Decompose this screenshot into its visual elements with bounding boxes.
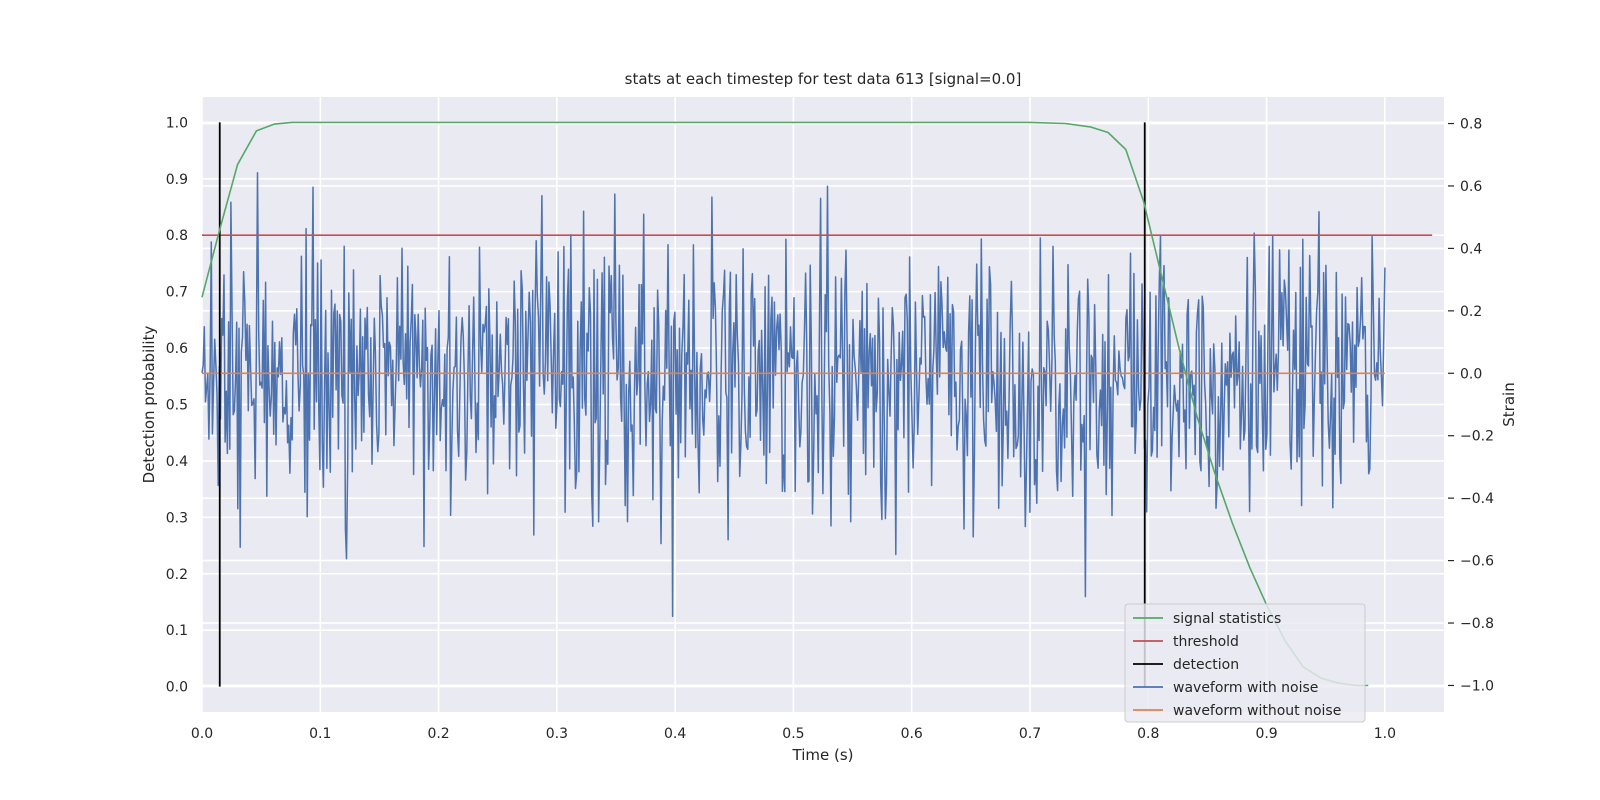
y2-tick-label: −1.0 [1460, 678, 1494, 694]
legend-label-waveform-with-noise: waveform with noise [1173, 680, 1318, 696]
x-tick-label: 0.1 [309, 726, 331, 742]
y-tick-label: 0.6 [166, 341, 188, 357]
y-tick-label: 1.0 [166, 115, 188, 131]
x-tick-label: 0.0 [191, 726, 213, 742]
y2-tick-label: 0.4 [1460, 241, 1482, 257]
x-axis: 0.0 0.1 0.2 0.3 0.4 0.5 0.6 0.7 0.8 0.9 1.0 [191, 726, 1396, 742]
y2-tick-label: 0.6 [1460, 179, 1482, 195]
chart-title: stats at each timestep for test data 613… [625, 70, 1022, 88]
legend-label-waveform-without-noise: waveform without noise [1173, 703, 1341, 719]
x-tick-label: 1.0 [1374, 726, 1396, 742]
x-tick-label: 0.9 [1255, 726, 1277, 742]
x-tick-label: 0.3 [546, 726, 568, 742]
x-tick-label: 0.2 [427, 726, 449, 742]
y-tick-label: 0.4 [166, 454, 188, 470]
y-tick-label: 0.3 [166, 510, 188, 526]
x-tick-label: 0.8 [1137, 726, 1159, 742]
x-tick-label: 0.5 [782, 726, 804, 742]
y2-tick-label: −0.6 [1460, 554, 1494, 570]
x-tick-label: 0.7 [1019, 726, 1041, 742]
legend-label-detection: detection [1173, 657, 1239, 673]
y-tick-label: 0.2 [166, 567, 188, 583]
y2-tick-label: 0.8 [1460, 117, 1482, 133]
y-tick-label: 0.7 [166, 285, 188, 301]
y-axis-label: Detection probability [140, 326, 158, 484]
y-tick-label: 0.8 [166, 228, 188, 244]
y2-tick-label: −0.8 [1460, 616, 1494, 632]
x-tick-label: 0.6 [901, 726, 923, 742]
y-tick-label: 0.9 [166, 172, 188, 188]
x-tick-label: 0.4 [664, 726, 686, 742]
y2-tick-label: 0.2 [1460, 304, 1482, 320]
y-tick-label: 0.5 [166, 398, 188, 414]
legend-label-signal-statistics: signal statistics [1173, 611, 1281, 627]
y-tick-label: 0.0 [166, 680, 188, 696]
y-axis-left: 0.0 0.1 0.2 0.3 0.4 0.5 0.6 0.7 0.8 0.9 1.0 [166, 115, 188, 695]
legend-label-threshold: threshold [1173, 634, 1239, 650]
y2-tick-label: −0.2 [1460, 429, 1494, 445]
y-tick-label: 0.1 [166, 623, 188, 639]
y2-tick-label: −0.4 [1460, 491, 1494, 507]
x-axis-label: Time (s) [792, 746, 854, 764]
y2-axis-label: Strain [1500, 382, 1518, 426]
y2-tick-label: 0.0 [1460, 366, 1482, 382]
legend: signal statistics threshold detection wavef… [1124, 603, 1366, 723]
series-waveform-with-noise [201, 171, 1386, 618]
y-axis-right: −1.0 −0.8 −0.6 −0.4 −0.2 0.0 0.2 0.4 0.6 0.8 [1448, 117, 1494, 694]
legend-box [1124, 603, 1366, 723]
